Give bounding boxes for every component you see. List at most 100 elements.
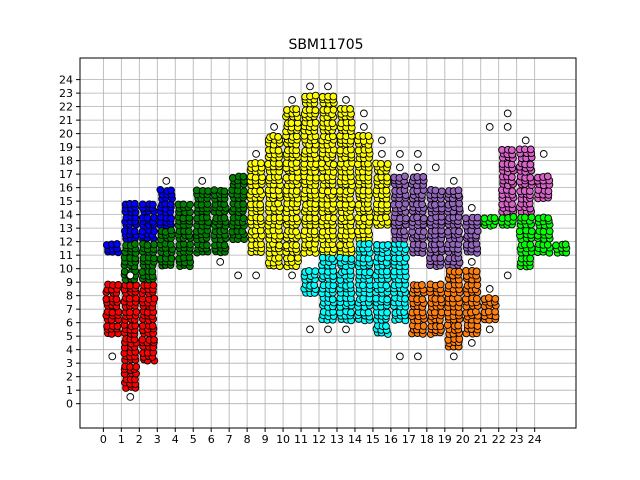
data-point <box>167 226 175 235</box>
data-point <box>186 200 194 209</box>
data-point <box>306 325 314 334</box>
data-point <box>292 241 301 250</box>
y-tick-label: 5 <box>66 330 73 343</box>
data-point <box>503 123 512 131</box>
data-point <box>310 227 319 236</box>
data-point <box>437 295 445 304</box>
series-1-points <box>102 185 176 257</box>
data-point <box>364 308 373 317</box>
y-tick-label: 19 <box>59 141 73 154</box>
data-point <box>346 105 354 113</box>
x-tick-label: 2 <box>136 433 143 446</box>
data-point <box>561 240 570 249</box>
y-tick-label: 12 <box>59 236 73 249</box>
data-point <box>360 109 368 118</box>
x-tick-label: 1 <box>118 433 125 446</box>
data-point <box>366 268 374 277</box>
data-point <box>521 136 530 145</box>
data-point <box>329 160 338 169</box>
data-point <box>414 150 422 158</box>
data-point <box>508 146 516 154</box>
x-tick-label: 0 <box>100 433 107 446</box>
data-point <box>383 295 392 304</box>
data-point <box>454 321 463 330</box>
x-tick-label: 11 <box>294 433 308 446</box>
data-point <box>382 186 391 195</box>
data-point <box>131 240 139 248</box>
data-point <box>220 241 229 250</box>
data-point <box>527 213 536 222</box>
data-point <box>150 240 158 249</box>
data-point <box>467 258 476 266</box>
y-tick-label: 11 <box>59 249 73 262</box>
data-point <box>473 213 482 222</box>
y-tick-label: 4 <box>66 344 73 357</box>
data-point <box>449 177 458 185</box>
data-point <box>186 240 194 249</box>
data-point <box>485 285 494 293</box>
data-point <box>436 280 445 289</box>
x-tick-label: 16 <box>384 433 398 446</box>
data-point <box>521 213 529 222</box>
data-point <box>311 106 320 115</box>
data-point <box>336 187 344 195</box>
data-point <box>552 241 560 250</box>
data-point <box>328 119 337 128</box>
data-point <box>132 362 141 371</box>
data-point <box>306 82 314 91</box>
series-0-points <box>102 280 159 392</box>
data-point <box>270 123 278 131</box>
x-tick-label: 14 <box>348 433 362 446</box>
data-point <box>256 187 265 195</box>
data-point <box>396 352 404 361</box>
data-point <box>383 160 392 168</box>
data-point <box>311 91 320 100</box>
data-point <box>239 172 248 181</box>
data-point <box>449 352 458 361</box>
data-point <box>383 173 391 182</box>
y-tick-label: 18 <box>59 155 73 168</box>
data-point <box>382 281 391 290</box>
data-point <box>431 163 440 172</box>
data-point <box>413 213 421 222</box>
data-point <box>220 187 229 196</box>
data-point <box>414 163 422 172</box>
data-point <box>485 123 494 131</box>
data-point <box>543 172 552 181</box>
data-point <box>455 227 463 236</box>
series-5-points <box>390 172 482 271</box>
data-point <box>274 133 282 141</box>
x-tick-label: 12 <box>312 433 326 446</box>
data-point <box>162 177 171 185</box>
data-point <box>108 352 117 361</box>
data-point <box>418 281 426 289</box>
data-point <box>251 173 260 182</box>
data-point <box>396 150 404 158</box>
data-point <box>526 145 535 154</box>
data-point <box>491 307 499 316</box>
x-tick-label: 17 <box>402 433 416 446</box>
y-tick-label: 8 <box>66 290 73 303</box>
y-tick-label: 13 <box>59 222 73 235</box>
data-point <box>365 239 373 248</box>
data-point <box>347 255 356 263</box>
data-point <box>240 187 248 196</box>
data-point <box>360 123 368 131</box>
data-point <box>203 241 211 250</box>
data-point <box>431 200 439 209</box>
data-point <box>467 339 476 347</box>
data-point <box>256 200 265 209</box>
data-point <box>467 204 476 212</box>
y-tick-label: 23 <box>59 87 73 100</box>
data-point <box>166 240 175 249</box>
data-point <box>419 241 428 250</box>
data-point <box>112 295 121 304</box>
data-point <box>328 295 337 304</box>
x-tick-label: 8 <box>244 433 251 446</box>
data-point <box>509 213 518 221</box>
x-tick-label: 19 <box>438 433 452 446</box>
data-point <box>544 187 553 196</box>
x-tick-label: 3 <box>154 433 161 446</box>
